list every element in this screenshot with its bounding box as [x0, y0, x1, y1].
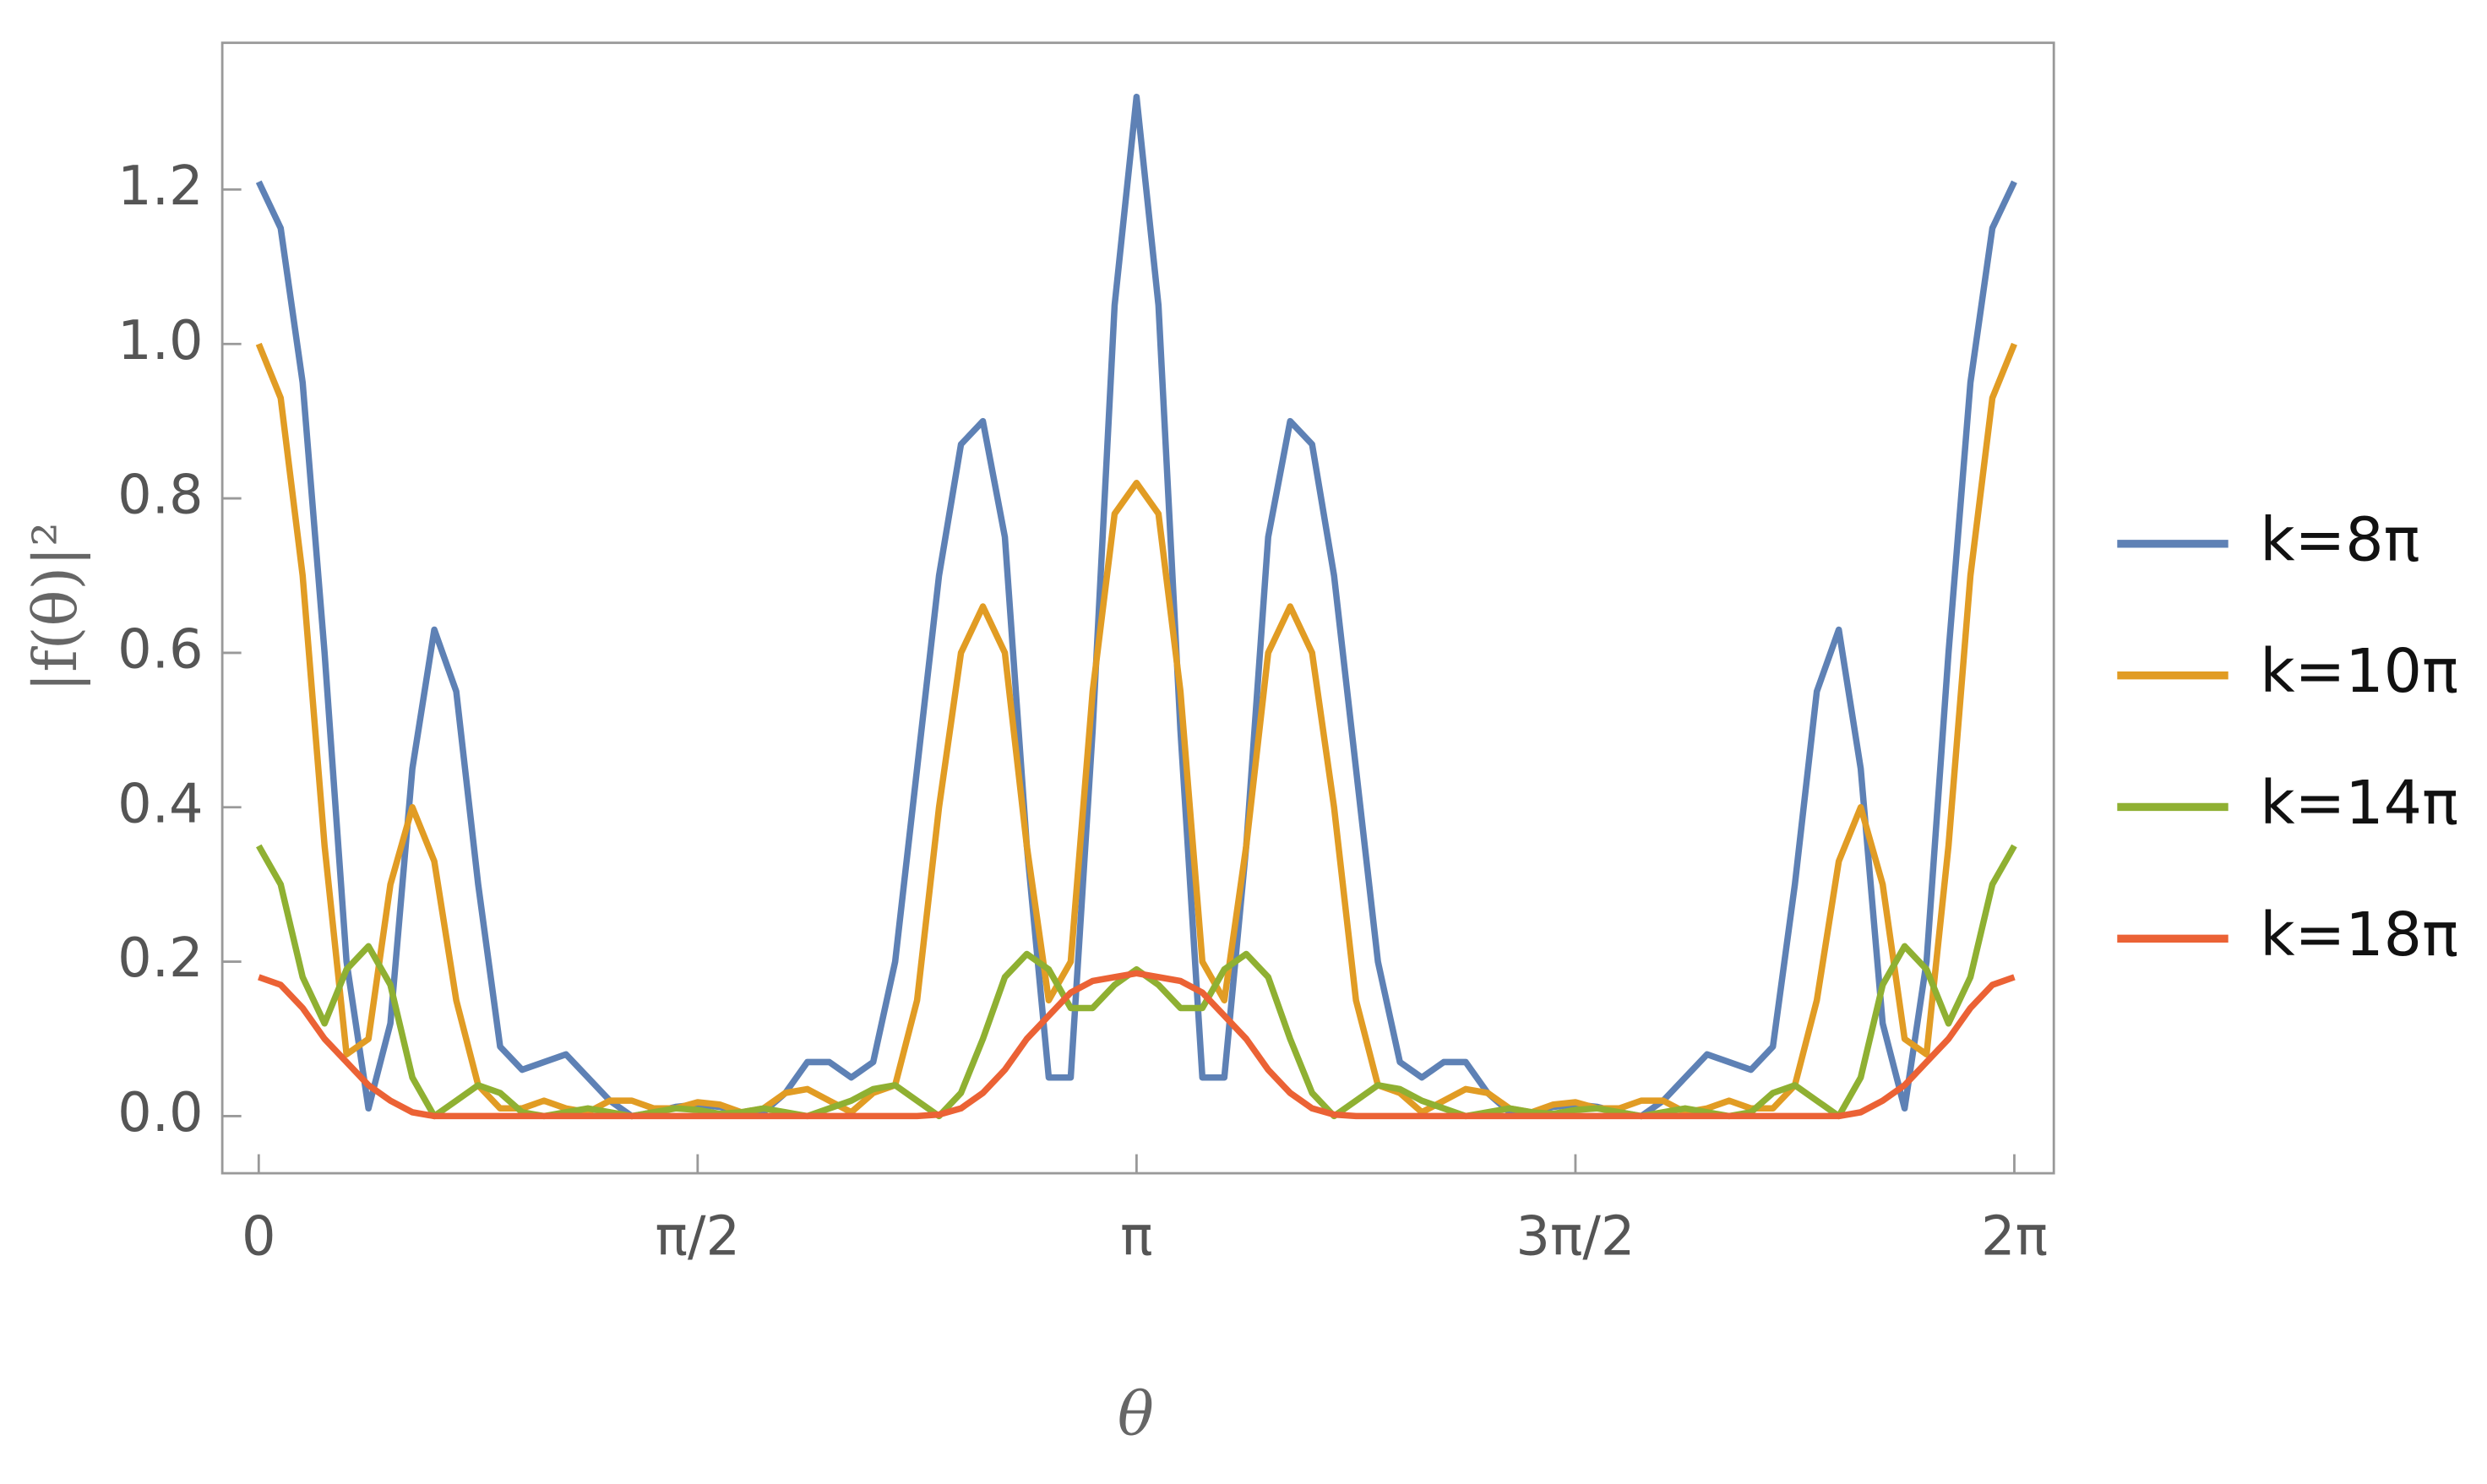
- legend-label: k=18π: [2260, 900, 2458, 970]
- y-tick-label: 0.2: [117, 927, 203, 990]
- x-tick-label: 0: [242, 1205, 276, 1268]
- x-tick-label: π: [1120, 1205, 1152, 1268]
- line-series: [255, 93, 2017, 1120]
- y-tick-label: 0.6: [117, 618, 203, 681]
- y-tick-label: 1.0: [117, 310, 203, 372]
- x-tick-label: 3π/2: [1516, 1205, 1635, 1268]
- y-tick-label: 1.2: [117, 155, 203, 218]
- y-tick-label: 0.4: [117, 773, 203, 835]
- legend-label: k=8π: [2260, 504, 2419, 574]
- line-series: [256, 844, 2017, 1120]
- y-tick-label: 0.8: [117, 465, 203, 527]
- y-tick-label: 0.0: [117, 1082, 203, 1144]
- y-axis-label: |f(θ)|²: [20, 522, 90, 693]
- x-axis-label: θ: [1118, 1379, 1154, 1449]
- line-series: [258, 970, 2016, 1120]
- line-series: [255, 342, 2017, 1116]
- x-tick-label: 2π: [1981, 1205, 2048, 1268]
- legend-label: k=10π: [2260, 636, 2458, 706]
- legend-label: k=14π: [2260, 768, 2458, 838]
- x-tick-label: π/2: [656, 1205, 741, 1268]
- plot-frame: [220, 41, 2055, 1175]
